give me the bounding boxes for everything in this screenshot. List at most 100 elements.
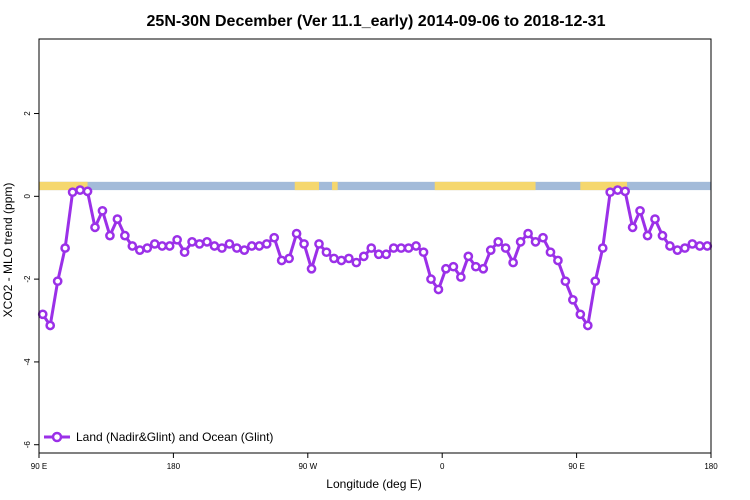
- data-point: [694, 241, 705, 251]
- data-point: [597, 243, 608, 253]
- data-point: [530, 237, 541, 247]
- data-point: [612, 185, 623, 195]
- data-point: [358, 251, 369, 262]
- data-point: [269, 232, 280, 243]
- data-point: [396, 243, 406, 253]
- land-segment: [39, 181, 88, 191]
- data-point: [164, 241, 175, 251]
- data-point: [403, 243, 414, 253]
- y-tick-label: -4: [23, 358, 32, 366]
- data-point: [329, 253, 339, 264]
- data-point: [642, 230, 653, 241]
- data-point: [52, 276, 63, 287]
- data-point: [702, 241, 713, 251]
- data-point: [284, 253, 294, 264]
- land-segment: [434, 181, 536, 191]
- y-axis: 2 0 -2 -4 -6: [23, 111, 39, 449]
- data-point: [217, 243, 227, 253]
- x-tick-label: 90 E: [568, 462, 584, 471]
- data-point: [179, 247, 190, 258]
- data-point: [523, 228, 533, 239]
- data-point: [157, 241, 168, 251]
- data-point: [665, 241, 675, 251]
- data-point: [493, 237, 504, 247]
- data-point: [553, 255, 563, 266]
- data-point: [433, 284, 444, 295]
- ocean-strip: [39, 181, 711, 191]
- data-point: [246, 241, 257, 251]
- data-point: [575, 309, 586, 320]
- data-point: [60, 243, 70, 253]
- data-point: [120, 230, 130, 241]
- data-point: [187, 237, 197, 247]
- data-point: [142, 243, 153, 253]
- data-point: [105, 230, 115, 241]
- y-tick-label: 2: [23, 111, 32, 116]
- data-point: [426, 274, 436, 284]
- data-point: [194, 239, 205, 249]
- data-point: [657, 230, 668, 241]
- y-tick-label: 0: [23, 194, 32, 199]
- series-line: [41, 188, 708, 327]
- data-point: [351, 257, 362, 268]
- data-point: [336, 255, 347, 266]
- data-point: [90, 222, 100, 233]
- data-point: [254, 241, 265, 251]
- data-point: [381, 249, 392, 260]
- y-tick-label: -6: [23, 441, 32, 449]
- data-point: [299, 239, 309, 249]
- x-tick-label: 0: [440, 462, 445, 471]
- data-point: [112, 214, 123, 224]
- data-point: [97, 205, 108, 216]
- data-point: [411, 241, 421, 251]
- data-point: [388, 243, 399, 253]
- x-tick-label: 180: [167, 462, 181, 471]
- data-point: [261, 239, 272, 249]
- series-layer: [37, 185, 713, 331]
- data-point: [582, 320, 593, 331]
- data-point: [515, 237, 526, 247]
- data-point: [373, 249, 384, 260]
- data-point: [650, 214, 660, 224]
- x-tick-label: 180: [704, 462, 718, 471]
- data-point: [560, 276, 571, 287]
- data-point: [627, 222, 638, 233]
- land-segment: [332, 181, 338, 191]
- data-point: [67, 187, 78, 198]
- data-point: [680, 243, 690, 253]
- data-point: [605, 187, 616, 198]
- land-segment: [580, 181, 627, 191]
- data-point: [232, 243, 242, 253]
- y-tick-label: -2: [23, 275, 32, 283]
- data-point: [134, 245, 145, 255]
- legend-label: Land (Nadir&Glint) and Ocean (Glint): [76, 430, 273, 444]
- data-point: [224, 239, 235, 249]
- data-point: [568, 294, 578, 305]
- data-point: [344, 253, 354, 264]
- x-axis: 90 E 180 90 W 0 90 E 180: [31, 453, 718, 471]
- data-point: [82, 186, 93, 197]
- x-axis-label: Longitude (deg E): [326, 477, 421, 491]
- data-point: [306, 263, 317, 274]
- land-segment: [294, 181, 319, 191]
- data-point: [508, 257, 518, 268]
- data-point: [441, 263, 451, 274]
- data-point: [672, 245, 683, 255]
- data-point: [635, 205, 645, 216]
- data-point: [448, 261, 459, 272]
- data-point: [291, 228, 302, 239]
- data-point: [538, 232, 548, 243]
- data-point: [276, 255, 287, 266]
- data-point: [127, 241, 138, 251]
- data-point: [418, 247, 429, 258]
- plot-frame: [38, 38, 712, 454]
- data-point: [45, 320, 56, 331]
- legend-marker: [51, 431, 63, 443]
- data-point: [545, 247, 556, 258]
- data-point: [478, 263, 489, 274]
- data-point: [620, 186, 630, 197]
- data-point: [321, 247, 332, 258]
- data-point: [366, 243, 377, 253]
- land-ocean-mask: [39, 181, 711, 191]
